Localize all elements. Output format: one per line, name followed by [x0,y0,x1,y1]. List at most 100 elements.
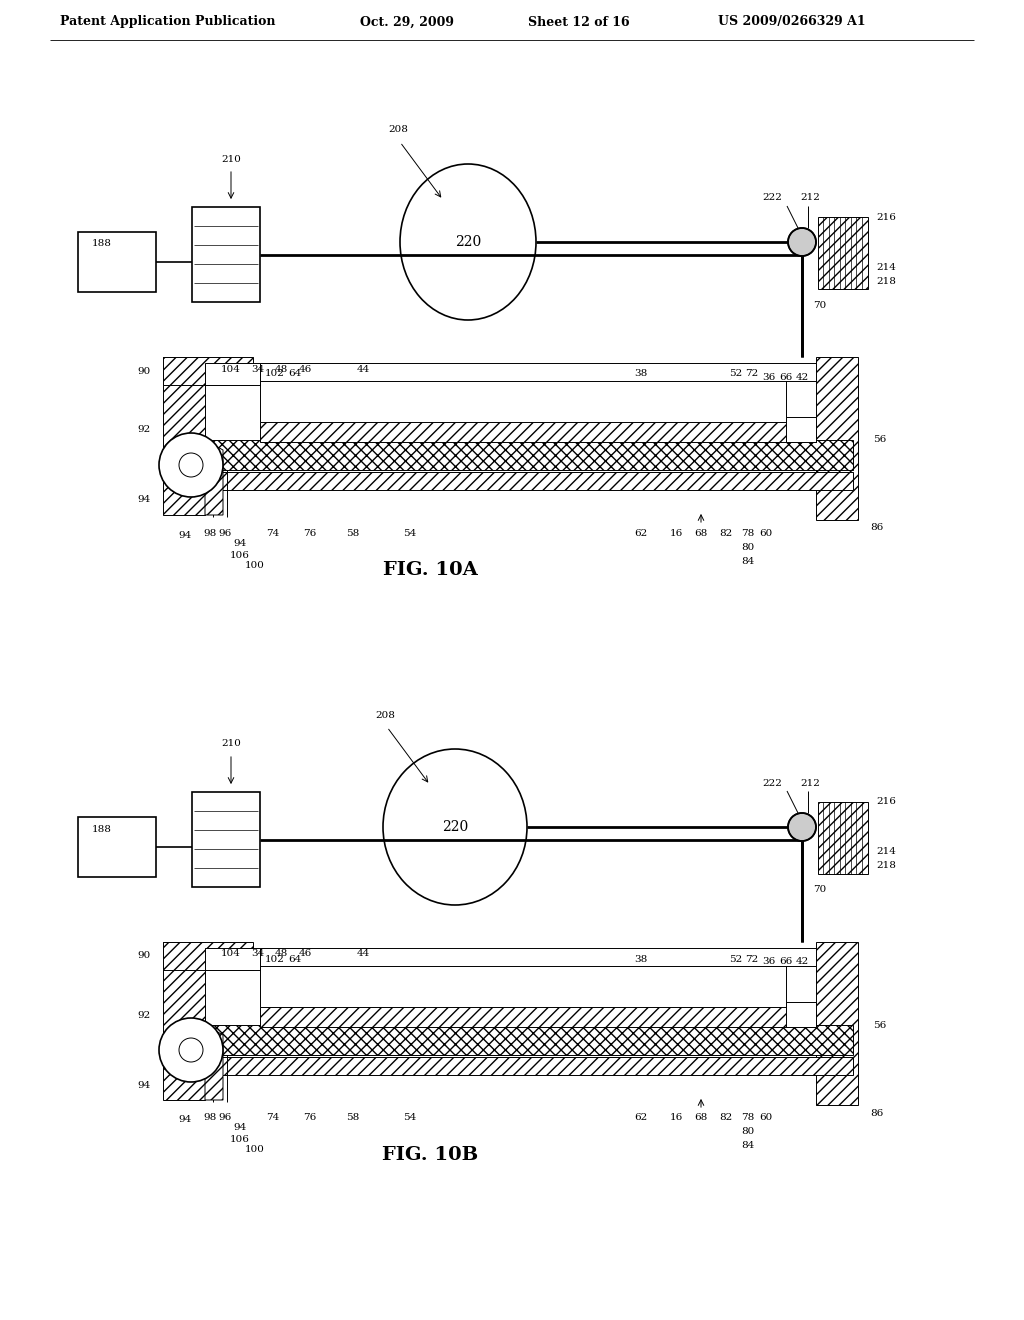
Bar [205,948,260,970]
Bar [163,356,205,515]
Text: 70: 70 [813,886,826,895]
Text: 86: 86 [870,524,884,532]
Text: 208: 208 [388,125,408,135]
Text: 80: 80 [741,1127,755,1137]
Text: 16: 16 [670,1114,683,1122]
Ellipse shape [400,164,536,319]
Text: 214: 214 [876,847,896,857]
Text: 82: 82 [720,1114,732,1122]
Text: 220: 220 [442,820,468,834]
Text: 52: 52 [729,370,742,379]
Text: 72: 72 [745,370,759,379]
Text: 62: 62 [635,1114,647,1122]
Text: 66: 66 [779,957,793,966]
Bar [163,356,253,385]
Bar [816,356,858,520]
Circle shape [788,813,816,841]
Text: 62: 62 [635,528,647,537]
Text: 98: 98 [204,528,217,537]
Text: 94: 94 [138,495,151,504]
Text: 104: 104 [221,364,241,374]
Text: 58: 58 [346,1114,359,1122]
Bar [163,942,205,1100]
Text: 74: 74 [266,1114,280,1122]
Bar [200,1057,853,1074]
Text: 90: 90 [138,952,151,961]
Bar [78,817,156,876]
Text: 96: 96 [218,528,231,537]
Text: Sheet 12 of 16: Sheet 12 of 16 [528,16,630,29]
Polygon shape [205,440,223,515]
Text: 208: 208 [375,710,395,719]
Text: 218: 218 [876,276,896,285]
Text: 84: 84 [741,1142,755,1151]
Text: 54: 54 [403,1114,417,1122]
Text: 100: 100 [245,561,265,569]
Bar [193,207,260,302]
Bar [260,948,816,966]
Text: 98: 98 [204,1114,217,1122]
Text: 222: 222 [762,779,782,788]
Text: 52: 52 [729,954,742,964]
Text: 214: 214 [876,263,896,272]
Text: 36: 36 [763,957,775,966]
Bar [200,440,853,470]
Bar [200,1026,853,1055]
Text: 90: 90 [138,367,151,375]
Circle shape [179,453,203,477]
Bar [193,792,260,887]
Text: 34: 34 [251,949,264,958]
Text: 38: 38 [635,954,647,964]
Text: 94: 94 [178,531,191,540]
Text: 210: 210 [221,739,241,748]
Text: 42: 42 [796,957,809,966]
Text: FIG. 10B: FIG. 10B [382,1146,478,1164]
Text: 102: 102 [265,954,285,964]
Text: 94: 94 [233,1123,247,1133]
Text: 64: 64 [289,954,302,964]
Text: 92: 92 [138,425,151,434]
Bar [163,942,253,970]
Text: 56: 56 [873,436,886,445]
Text: 94: 94 [178,1115,191,1125]
Text: 68: 68 [694,528,708,537]
Circle shape [159,433,223,498]
Text: 86: 86 [870,1109,884,1118]
Text: 46: 46 [298,364,311,374]
Polygon shape [205,1026,223,1100]
Text: 94: 94 [138,1081,151,1089]
Bar [816,942,858,1105]
Circle shape [788,228,816,256]
Text: 106: 106 [230,1135,250,1144]
Text: 100: 100 [245,1146,265,1155]
Bar [818,803,868,874]
Text: 58: 58 [346,528,359,537]
Text: 78: 78 [741,528,755,537]
Text: 42: 42 [796,372,809,381]
Bar [786,1002,816,1027]
Text: 104: 104 [221,949,241,958]
Bar [78,232,156,292]
Text: 76: 76 [303,528,316,537]
Bar [260,422,816,442]
Text: 16: 16 [670,528,683,537]
Text: 82: 82 [720,528,732,537]
Text: 34: 34 [251,364,264,374]
Bar [200,473,853,490]
Text: 188: 188 [92,825,112,833]
Text: 84: 84 [741,557,755,565]
Text: 70: 70 [813,301,826,309]
Text: 48: 48 [274,949,288,958]
Text: 72: 72 [745,954,759,964]
Text: 48: 48 [274,364,288,374]
Text: 56: 56 [873,1020,886,1030]
Text: 188: 188 [92,239,112,248]
Text: 36: 36 [763,372,775,381]
Text: 216: 216 [876,797,896,807]
Text: 60: 60 [760,1114,773,1122]
Text: 78: 78 [741,1114,755,1122]
Text: 102: 102 [265,370,285,379]
Bar [786,417,816,442]
Text: 80: 80 [741,543,755,552]
Text: FIG. 10A: FIG. 10A [383,561,477,579]
